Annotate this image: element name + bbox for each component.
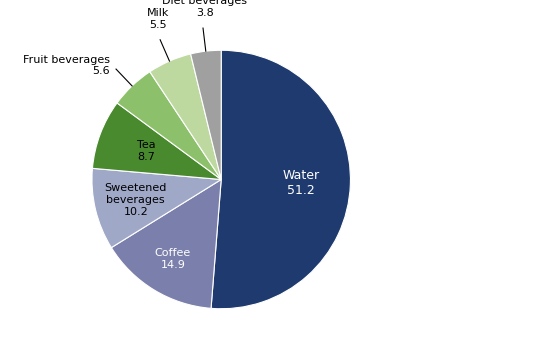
Text: Coffee
14.9: Coffee 14.9 [155, 248, 191, 270]
Wedge shape [92, 168, 221, 248]
Wedge shape [150, 54, 221, 180]
Text: Water
51.2: Water 51.2 [283, 169, 320, 197]
Wedge shape [190, 50, 221, 180]
Text: Fruit beverages
5.6: Fruit beverages 5.6 [23, 55, 110, 76]
Wedge shape [211, 50, 351, 309]
Text: Tea
8.7: Tea 8.7 [137, 140, 156, 162]
Text: Diet beverages
3.8: Diet beverages 3.8 [162, 0, 248, 18]
Text: Sweetened
beverages
10.2: Sweetened beverages 10.2 [105, 183, 167, 216]
Wedge shape [111, 180, 221, 308]
Wedge shape [92, 103, 221, 180]
Text: Milk
5.5: Milk 5.5 [147, 8, 169, 30]
Wedge shape [117, 72, 221, 180]
